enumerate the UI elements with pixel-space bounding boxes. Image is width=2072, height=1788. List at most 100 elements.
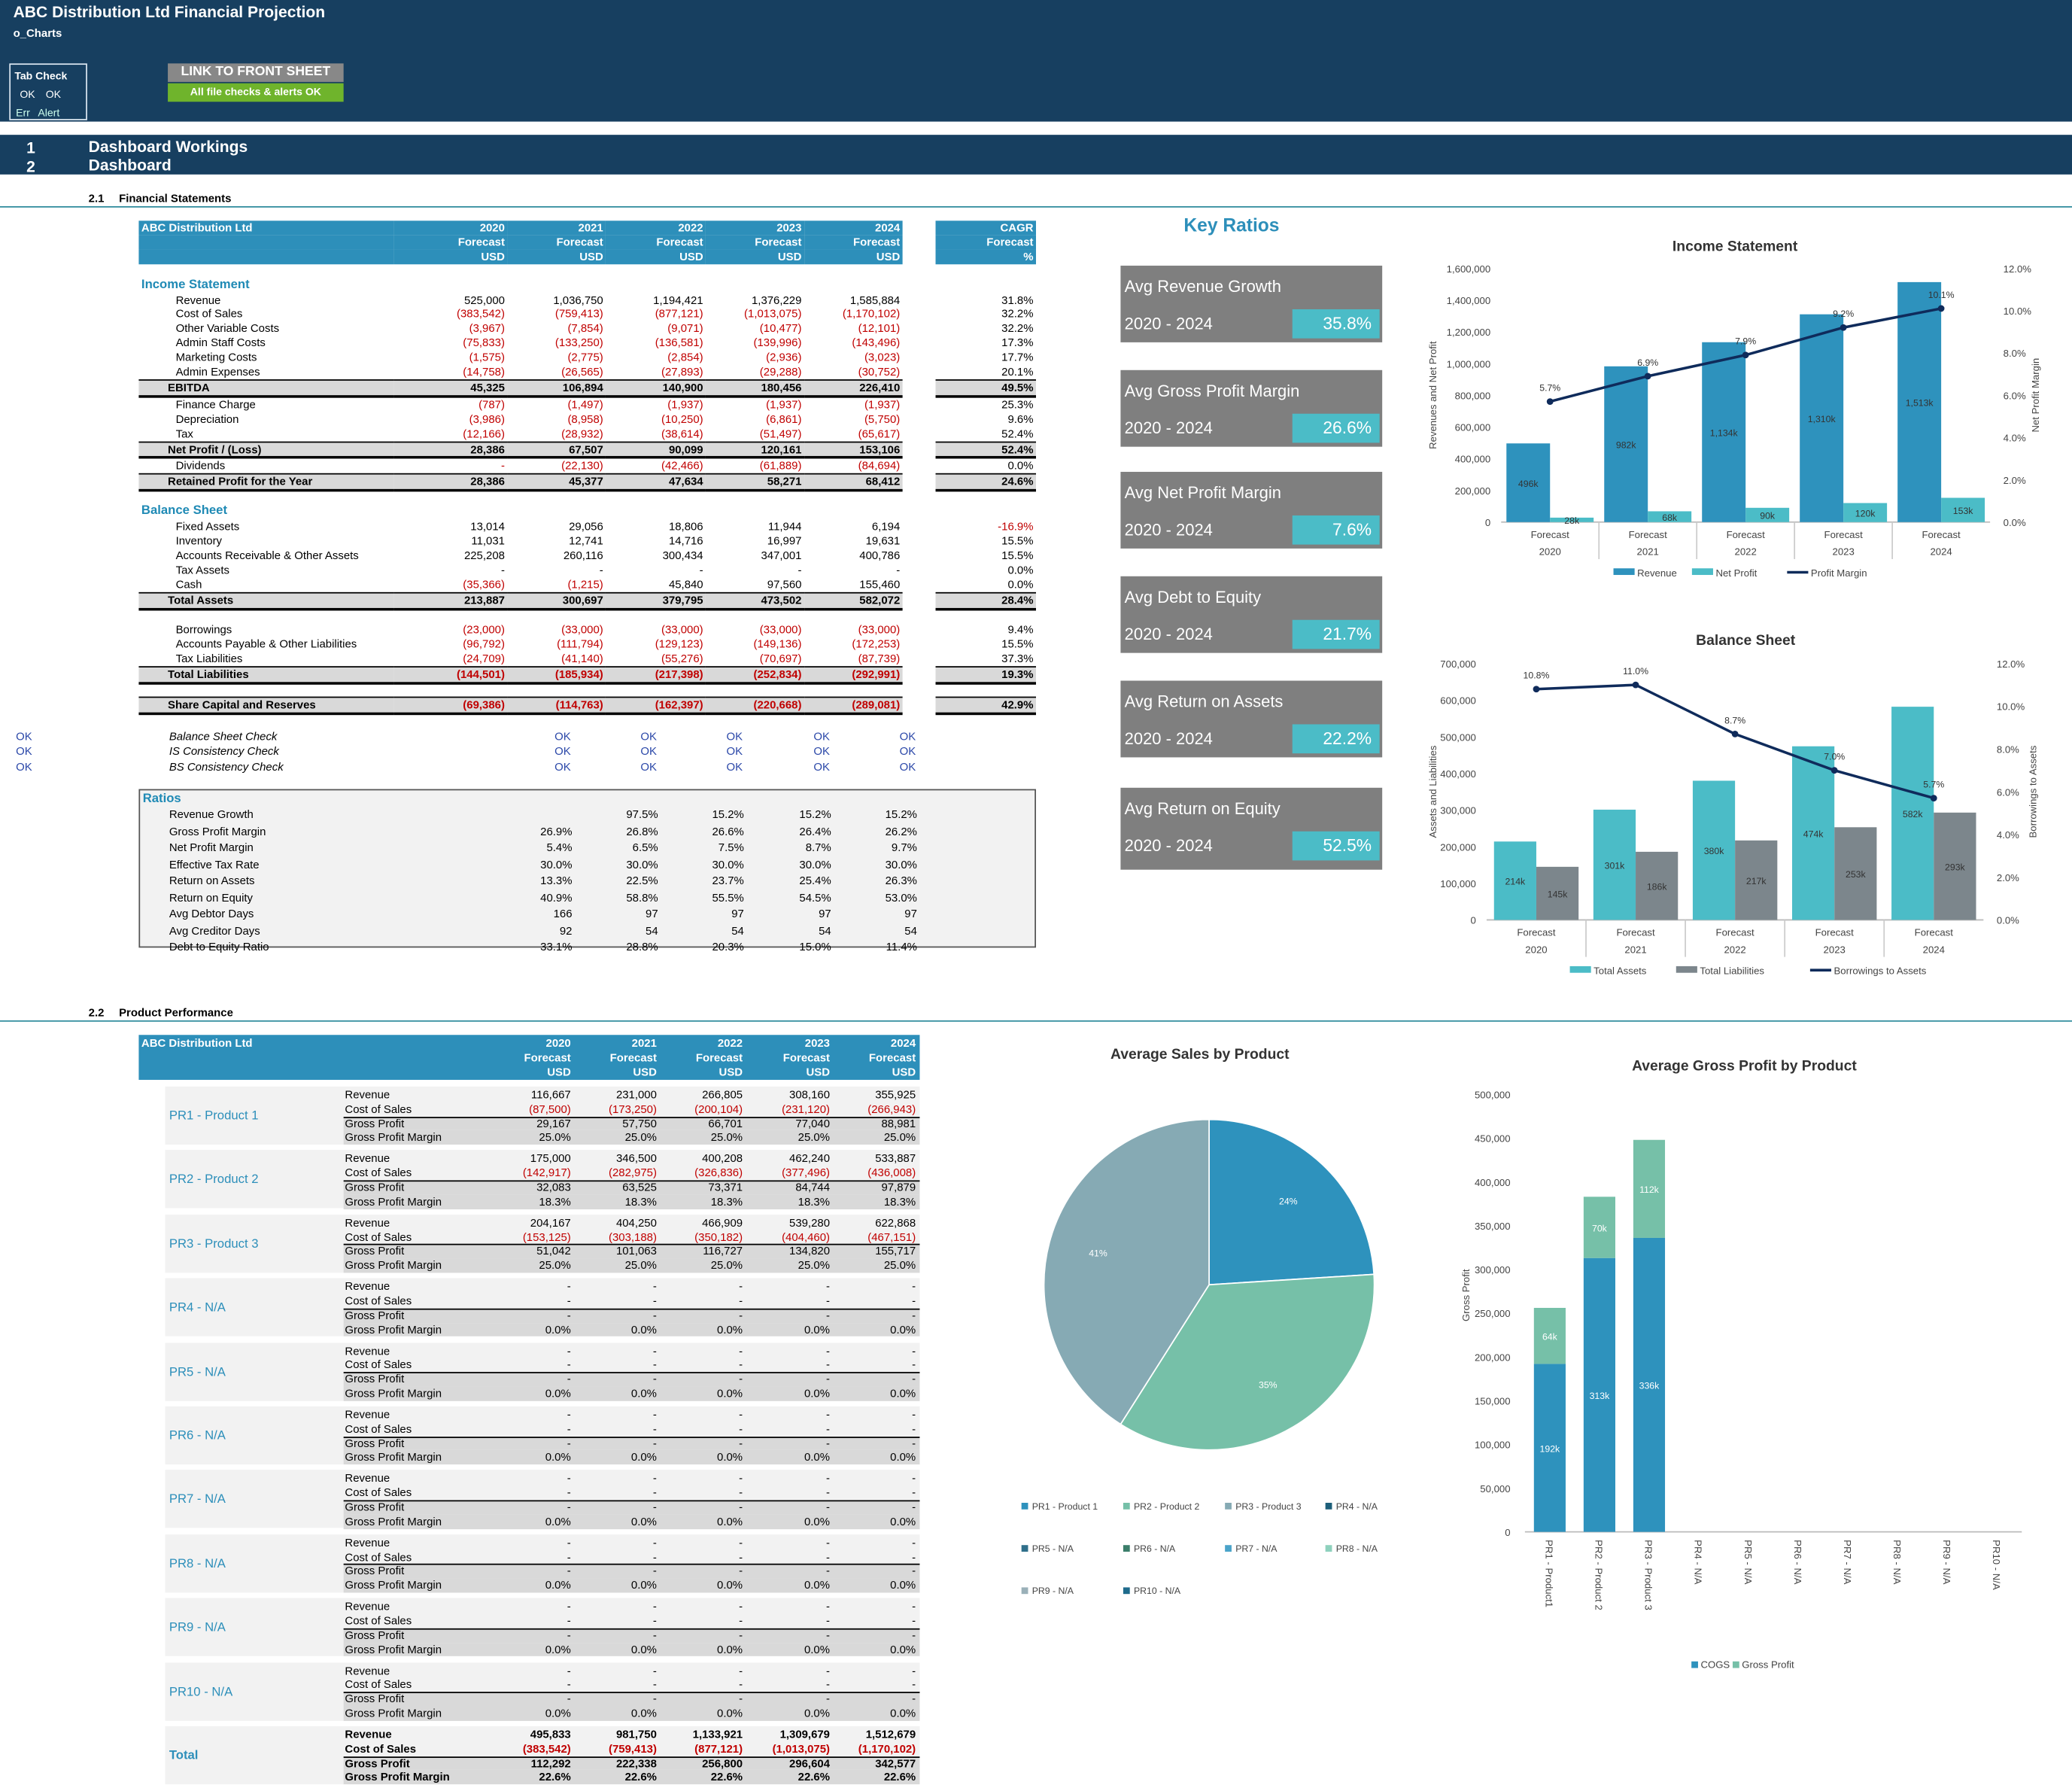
cell <box>903 592 936 609</box>
bar-data-label: 1,513k <box>1906 398 1934 409</box>
product-row-label: Revenue <box>345 1279 390 1294</box>
product-value: - <box>739 1343 743 1358</box>
product-value: 355,925 <box>875 1087 916 1102</box>
ratio-value: 28.8% <box>626 939 658 953</box>
ratio-value: 54.5% <box>799 889 831 904</box>
product-row-label: Gross Profit <box>345 1436 405 1450</box>
bar-total-assets <box>1792 746 1835 920</box>
value-cell: (3,967) <box>469 321 505 335</box>
value-cell: (136,581) <box>655 336 703 350</box>
legend-label: Total Liabilities <box>1700 965 1764 976</box>
bar-data-label: 64k <box>1542 1331 1558 1342</box>
asset-row: Total Assets 213,887 300,697 379,795 473,502… <box>138 591 1037 610</box>
product-value: 25.0% <box>624 1130 657 1144</box>
product-value: 404,250 <box>615 1215 657 1230</box>
value-cell: 12,741 <box>569 534 603 548</box>
check-value: OK <box>813 759 831 773</box>
bar-data-label: 192k <box>1540 1443 1560 1454</box>
cagr-cell: 32.2% <box>1001 307 1034 321</box>
ratio-value: 26.3% <box>885 873 917 887</box>
section-2-title[interactable]: Dashboard <box>88 156 172 175</box>
y-tick-label: 300,000 <box>1440 805 1476 816</box>
x-tick-label: PR2 - Product 2 <box>1593 1540 1605 1610</box>
legend-swatch <box>1691 1661 1698 1668</box>
cell <box>903 365 936 380</box>
section-1-title[interactable]: Dashboard Workings <box>88 137 248 157</box>
product-row-label: Revenue <box>345 1727 392 1741</box>
product-value: - <box>652 1549 657 1564</box>
product-value: - <box>912 1599 916 1613</box>
product-row-label: Gross Profit Margin <box>345 1386 442 1400</box>
x-tick-label: PR4 - N/A <box>1693 1540 1704 1584</box>
cell <box>138 714 1036 728</box>
bar-cogs <box>1533 1364 1566 1532</box>
pie-slice <box>1208 1118 1375 1286</box>
product-value: - <box>652 1599 657 1613</box>
product-value: - <box>826 1294 831 1308</box>
bar-data-label: 214k <box>1505 877 1526 887</box>
product-value: - <box>567 1535 571 1549</box>
value-cell: (96,792) <box>463 637 505 651</box>
value-cell: (35,366) <box>463 577 505 591</box>
gross-profit-shade <box>343 1500 920 1515</box>
value-cell: 379,795 <box>606 591 706 610</box>
ratio-value: 7.5% <box>718 841 744 854</box>
value-cell: (759,413) <box>554 307 603 321</box>
legend-swatch <box>1225 1545 1232 1552</box>
cagr-cell: 49.5% <box>936 379 1037 398</box>
ratio-value: 53.0% <box>885 889 917 904</box>
gross-profit-shade <box>343 1436 920 1451</box>
value-cell: (217,398) <box>606 666 706 685</box>
line-point <box>1533 686 1540 693</box>
income-statement-title: Income Statement <box>141 277 250 292</box>
key-ratio-card: Avg Debt to Equity 2020 - 2024 21.7% <box>1120 576 1383 653</box>
legend-label: PR8 - N/A <box>1336 1543 1378 1554</box>
value-cell: 16,997 <box>767 534 802 548</box>
y2-axis-label: Net Profit Margin <box>2030 358 2041 433</box>
product-value: - <box>652 1422 657 1436</box>
product-value: 18.3% <box>798 1194 831 1208</box>
value-cell: 300,697 <box>507 591 606 610</box>
y2-tick-label: 0.0% <box>2004 517 2026 528</box>
product-value: 0.0% <box>717 1642 743 1656</box>
gross-profit-shade <box>343 1386 920 1401</box>
product-value: - <box>739 1613 743 1628</box>
y-axis-label: Revenues and Net Profit <box>1427 341 1439 449</box>
year-header: USD <box>547 1065 571 1079</box>
value-cell: (10,250) <box>661 412 703 426</box>
check-label: BS Consistency Check <box>169 759 284 773</box>
y-tick-label: 1,000,000 <box>1447 358 1491 369</box>
value-cell: 1,194,421 <box>653 293 703 306</box>
year-header: USD <box>892 1065 916 1079</box>
product-value: 18.3% <box>883 1194 916 1208</box>
product-value: (266,943) <box>867 1102 916 1116</box>
value-cell: (14,758) <box>463 364 505 379</box>
product-value: 0.0% <box>890 1706 916 1720</box>
link-to-front-sheet-button[interactable]: LINK TO FRONT SHEET <box>168 63 344 82</box>
ratio-value: 58.8% <box>626 889 658 904</box>
product-value: 1,512,679 <box>865 1727 916 1741</box>
cell <box>903 427 936 442</box>
product-value: (282,975) <box>609 1166 657 1180</box>
product-value: - <box>567 1471 571 1485</box>
y-tick-label: 500,000 <box>1440 731 1476 743</box>
value-cell: 226,410 <box>804 379 903 398</box>
value-cell: (42,466) <box>661 459 703 473</box>
product-value: - <box>739 1358 743 1372</box>
tab-check-label: Tab Check <box>14 70 68 82</box>
year-header: 2024 <box>804 220 903 236</box>
year-header: Forecast <box>868 1051 916 1064</box>
row-label: Accounts Payable & Other Liabilities <box>175 637 357 651</box>
product-row-label: Gross Profit Margin <box>345 1642 442 1656</box>
ratio-value: 97 <box>819 906 831 920</box>
income-row: Other Variable Costs (3,967) (7,854) (9,071… <box>138 321 1036 336</box>
row-label: Net Profit / (Loss) <box>138 440 394 460</box>
value-cell: (12,101) <box>858 321 901 335</box>
product-value: 0.0% <box>630 1322 657 1336</box>
tab-check-alert: Alert <box>38 107 60 120</box>
legend-swatch <box>1325 1503 1332 1510</box>
x-tick-label: 2024 <box>1930 546 1952 558</box>
key-ratio-period: 2020 - 2024 <box>1124 729 1213 749</box>
y-axis-label: Assets and Liabilities <box>1427 745 1439 838</box>
product-name: PR3 - Product 3 <box>169 1236 259 1251</box>
